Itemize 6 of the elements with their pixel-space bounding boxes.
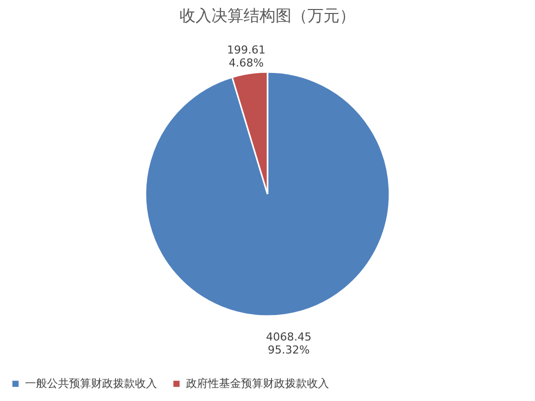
- legend-label: 政府性基金预算财政拨款收入: [186, 376, 329, 390]
- chart-title: 收入决算结构图（万元）: [180, 6, 356, 25]
- pie-slice: [144, 71, 390, 317]
- legend-label: 一般公共预算财政拨款收入: [25, 376, 157, 390]
- data-label: 4068.45 95.32%: [266, 330, 312, 356]
- data-label: 199.61 4.68%: [227, 44, 266, 70]
